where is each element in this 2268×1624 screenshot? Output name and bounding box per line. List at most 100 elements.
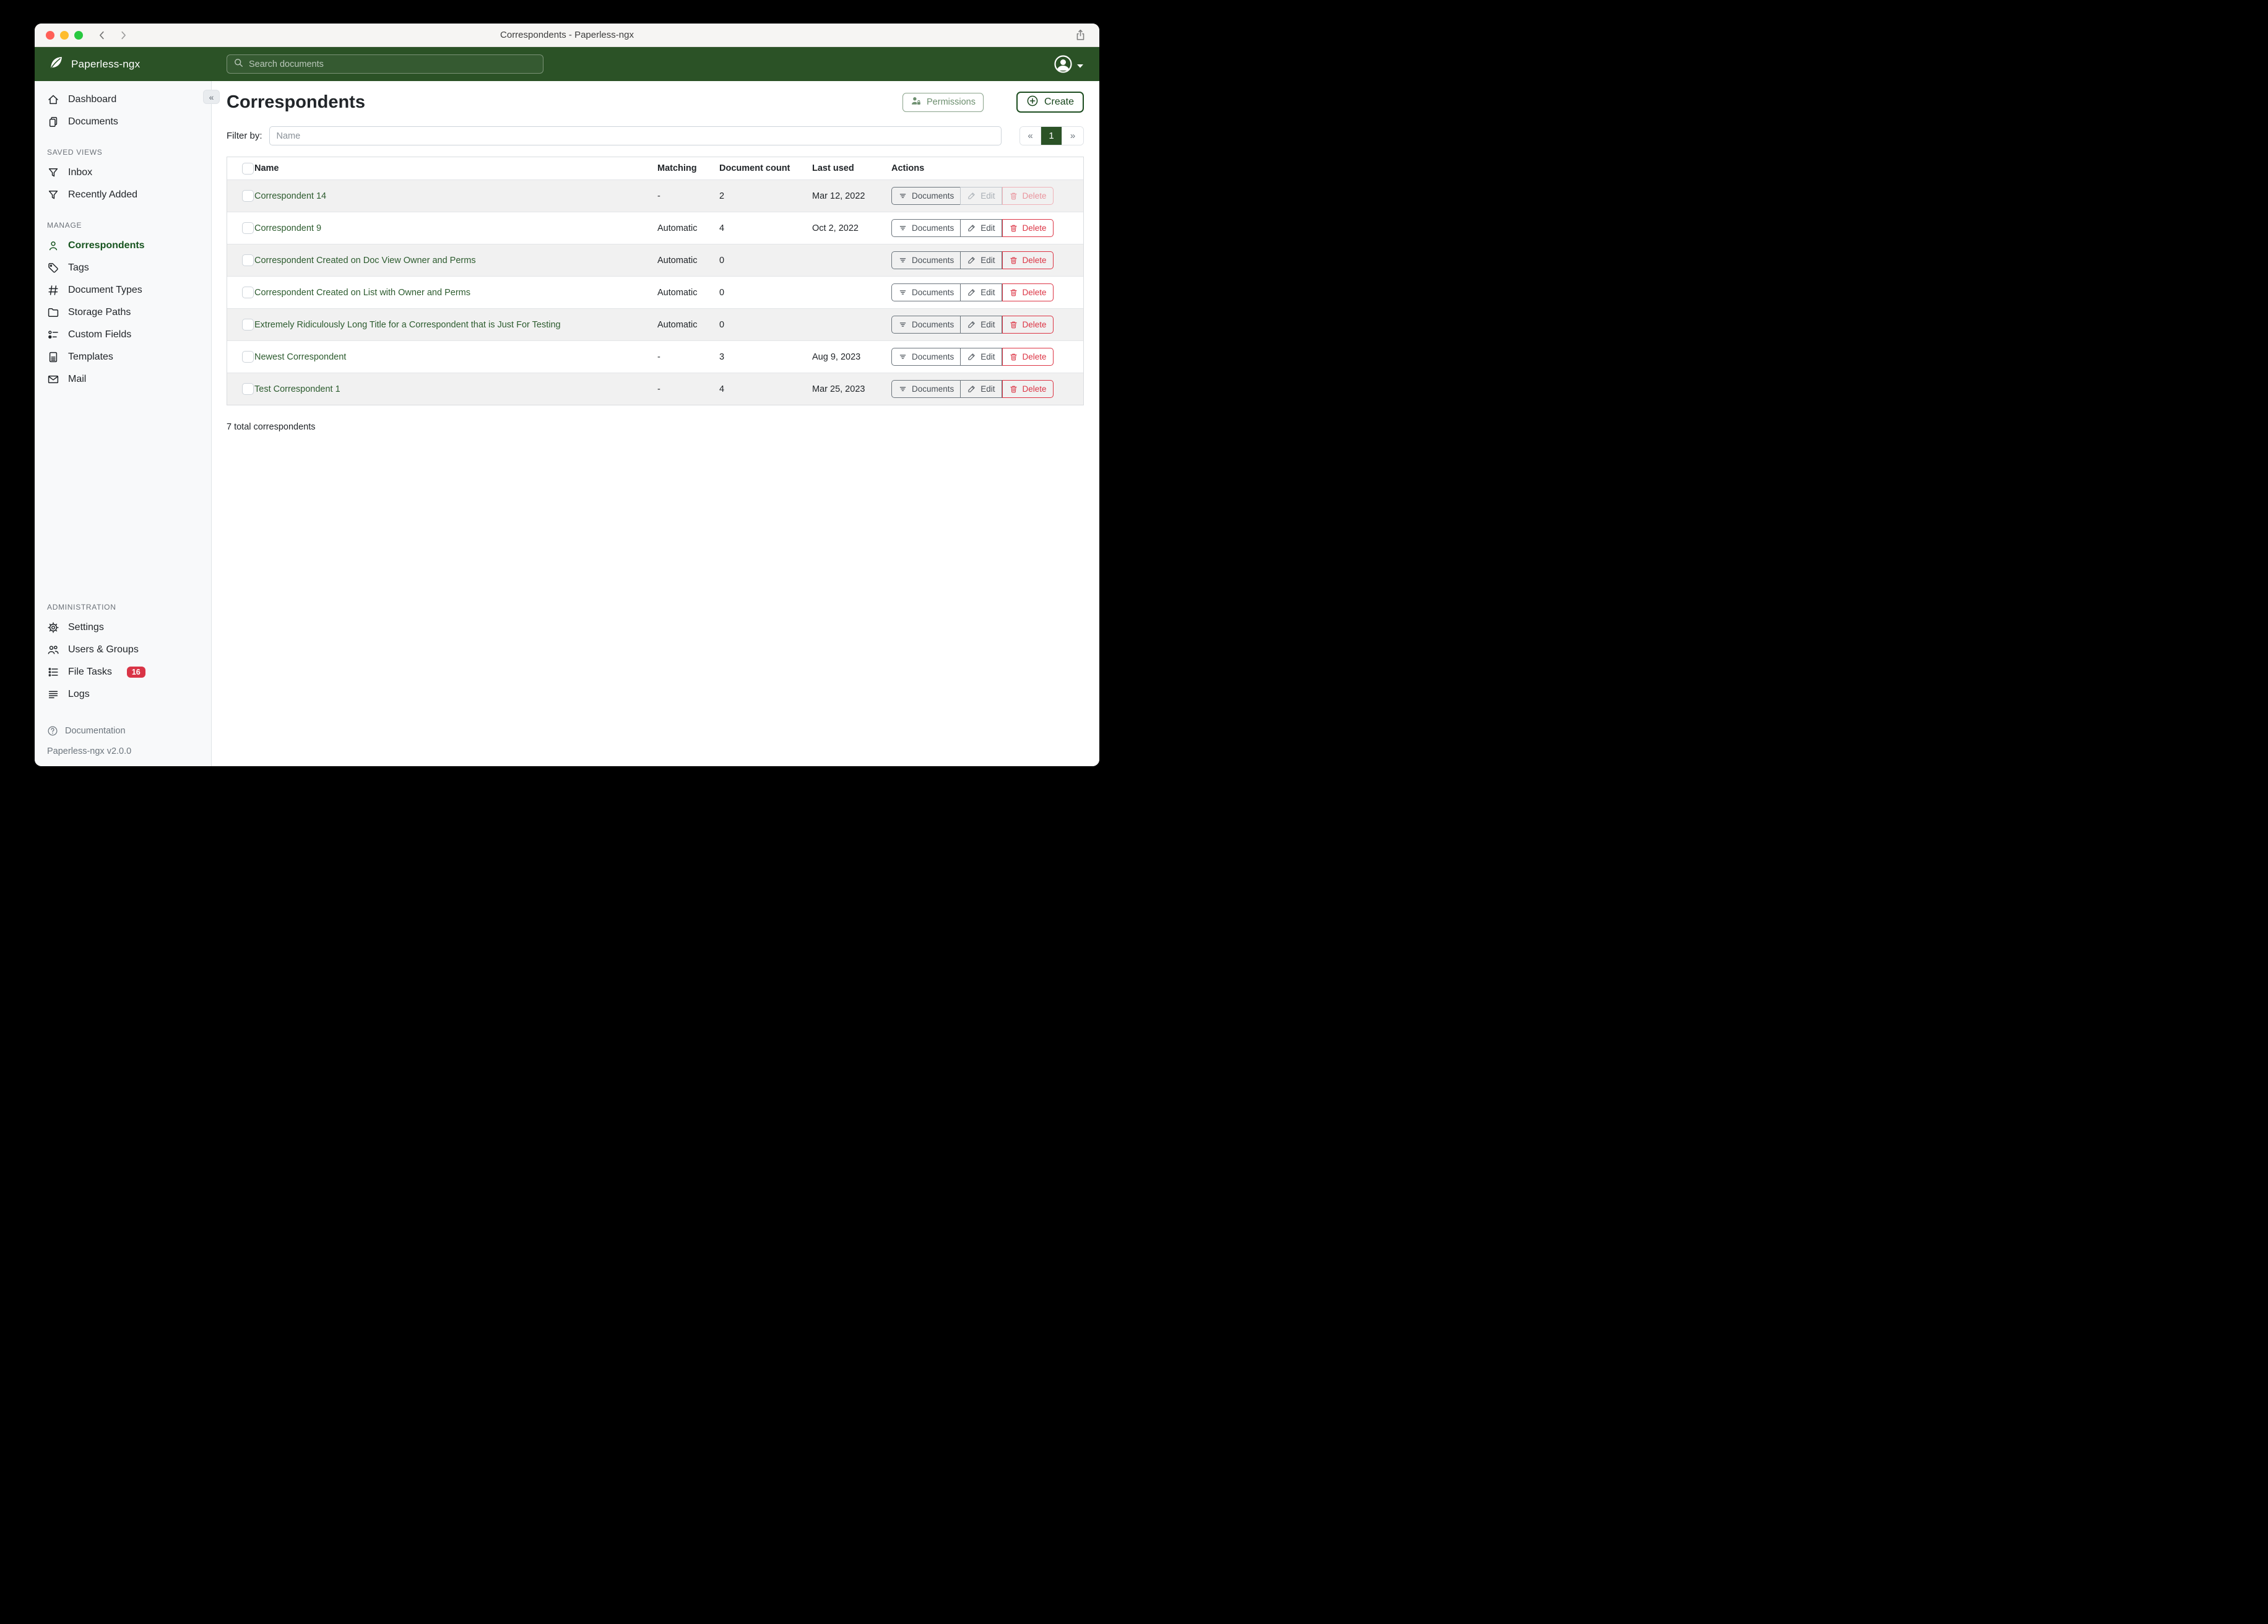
- sidebar-item-storage-paths[interactable]: Storage Paths: [35, 301, 211, 324]
- main-content: Correspondents Permissions Create: [212, 81, 1099, 766]
- matching-cell: -: [657, 191, 660, 201]
- sidebar-collapse-button[interactable]: «: [203, 90, 220, 104]
- permissions-button[interactable]: Permissions: [902, 92, 984, 112]
- sidebar-item-inbox[interactable]: Inbox: [35, 162, 211, 184]
- edit-label: Edit: [980, 288, 995, 297]
- delete-button[interactable]: Delete: [1002, 251, 1054, 269]
- row-checkbox[interactable]: [242, 190, 254, 202]
- documents-button[interactable]: Documents: [891, 283, 961, 301]
- minimize-window-button[interactable]: [60, 30, 69, 40]
- sidebar-item-tags[interactable]: Tags: [35, 257, 211, 279]
- sidebar-item-file-tasks[interactable]: File Tasks 16: [35, 661, 211, 683]
- row-checkbox[interactable]: [242, 383, 254, 395]
- column-header-document-count: Document count: [719, 163, 790, 173]
- row-checkbox[interactable]: [242, 319, 254, 330]
- delete-button[interactable]: Delete: [1002, 219, 1054, 237]
- sidebar-item-label: Settings: [68, 622, 104, 633]
- create-button[interactable]: Create: [1016, 92, 1084, 113]
- total-count-summary: 7 total correspondents: [227, 422, 316, 432]
- sidebar-item-correspondents[interactable]: Correspondents: [35, 235, 211, 257]
- correspondents-table: Name Matching Document count Last used A…: [227, 157, 1084, 405]
- sidebar-item-templates[interactable]: Templates: [35, 346, 211, 368]
- correspondent-name-link[interactable]: Test Correspondent 1: [254, 384, 340, 394]
- sidebar-item-users-groups[interactable]: Users & Groups: [35, 639, 211, 661]
- documents-button[interactable]: Documents: [891, 348, 961, 366]
- document-count-cell: 4: [719, 384, 725, 394]
- pagination-next-button[interactable]: »: [1062, 127, 1083, 145]
- pagination-prev-button[interactable]: «: [1020, 127, 1041, 145]
- sidebar-item-custom-fields[interactable]: Custom Fields: [35, 324, 211, 346]
- sidebar-item-recently-added[interactable]: Recently Added: [35, 184, 211, 206]
- documents-button[interactable]: Documents: [891, 380, 961, 398]
- delete-button[interactable]: Delete: [1002, 187, 1054, 205]
- people-icon: [47, 644, 59, 656]
- matching-cell: Automatic: [657, 223, 698, 233]
- edit-label: Edit: [980, 384, 995, 394]
- browser-forward-icon[interactable]: [118, 30, 129, 41]
- delete-label: Delete: [1022, 384, 1047, 394]
- sidebar-item-mail[interactable]: Mail: [35, 368, 211, 391]
- select-all-checkbox[interactable]: [242, 162, 254, 175]
- correspondent-name-link[interactable]: Correspondent 14: [254, 191, 327, 201]
- delete-button[interactable]: Delete: [1002, 316, 1054, 334]
- documentation-link[interactable]: Documentation: [35, 722, 211, 740]
- last-used-cell: Aug 9, 2023: [812, 352, 861, 362]
- window-title: Correspondents - Paperless-ngx: [500, 30, 634, 40]
- file-tasks-count-badge: 16: [126, 667, 145, 678]
- table-header-row: Name Matching Document count Last used A…: [227, 157, 1083, 179]
- sidebar-item-label: Users & Groups: [68, 644, 139, 655]
- edit-button[interactable]: Edit: [960, 187, 1002, 205]
- sidebar-item-settings[interactable]: Settings: [35, 616, 211, 639]
- edit-button[interactable]: Edit: [960, 348, 1002, 366]
- filter-name-input[interactable]: [269, 126, 1002, 145]
- browser-back-icon[interactable]: [97, 30, 108, 41]
- close-window-button[interactable]: [46, 30, 54, 40]
- sidebar-item-dashboard[interactable]: Dashboard: [35, 89, 211, 111]
- filter-by-label: Filter by:: [227, 131, 262, 141]
- global-search[interactable]: [227, 54, 543, 74]
- row-checkbox[interactable]: [242, 351, 254, 363]
- documents-label: Documents: [912, 223, 954, 233]
- documents-button[interactable]: Documents: [891, 187, 961, 205]
- sidebar-item-logs[interactable]: Logs: [35, 683, 211, 706]
- pagination-page-1-button[interactable]: 1: [1041, 127, 1062, 145]
- correspondent-name-link[interactable]: Correspondent Created on List with Owner…: [254, 287, 470, 298]
- documents-label: Documents: [912, 256, 954, 265]
- correspondent-name-link[interactable]: Correspondent Created on Doc View Owner …: [254, 255, 476, 266]
- envelope-icon: [47, 373, 59, 386]
- table-row: Correspondent Created on Doc View Owner …: [227, 244, 1083, 276]
- edit-button[interactable]: Edit: [960, 251, 1002, 269]
- app-brand[interactable]: Paperless-ngx: [48, 54, 140, 74]
- list-task-icon: [47, 666, 59, 678]
- document-count-cell: 0: [719, 287, 725, 298]
- sidebar-item-documents[interactable]: Documents: [35, 111, 211, 133]
- documents-label: Documents: [912, 320, 954, 329]
- search-input[interactable]: [249, 59, 537, 69]
- edit-button[interactable]: Edit: [960, 219, 1002, 237]
- sidebar-item-document-types[interactable]: Document Types: [35, 279, 211, 301]
- correspondent-name-link[interactable]: Newest Correspondent: [254, 352, 347, 362]
- row-checkbox[interactable]: [242, 287, 254, 298]
- delete-button[interactable]: Delete: [1002, 380, 1054, 398]
- zoom-window-button[interactable]: [74, 30, 83, 40]
- documents-button[interactable]: Documents: [891, 251, 961, 269]
- row-checkbox[interactable]: [242, 254, 254, 266]
- edit-button[interactable]: Edit: [960, 283, 1002, 301]
- delete-button[interactable]: Delete: [1002, 283, 1054, 301]
- delete-button[interactable]: Delete: [1002, 348, 1054, 366]
- correspondent-name-link[interactable]: Correspondent 9: [254, 223, 322, 233]
- documents-button[interactable]: Documents: [891, 316, 961, 334]
- sidebar-item-label: Storage Paths: [68, 307, 131, 317]
- edit-button[interactable]: Edit: [960, 380, 1002, 398]
- ui-radios-icon: [47, 329, 59, 341]
- user-menu[interactable]: [1054, 54, 1083, 77]
- documents-button[interactable]: Documents: [891, 219, 961, 237]
- edit-button[interactable]: Edit: [960, 316, 1002, 334]
- sidebar-item-label: Templates: [68, 352, 113, 362]
- table-row: Extremely Ridiculously Long Title for a …: [227, 308, 1083, 340]
- share-icon[interactable]: [1074, 28, 1087, 45]
- correspondent-name-link[interactable]: Extremely Ridiculously Long Title for a …: [254, 319, 561, 330]
- funnel-icon: [47, 189, 59, 201]
- row-checkbox[interactable]: [242, 222, 254, 234]
- last-used-cell: Mar 12, 2022: [812, 191, 865, 201]
